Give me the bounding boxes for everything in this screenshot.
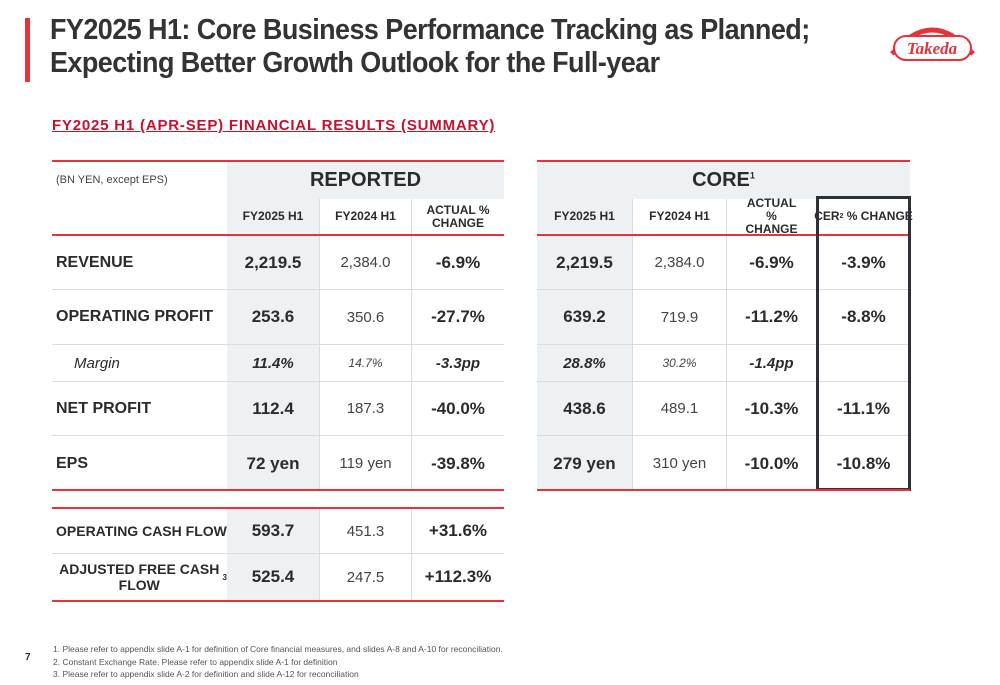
- table-row: 279 yen 310 yen -10.0% -10.8%: [537, 436, 910, 491]
- table-row: OPERATING CASH FLOW 593.7 451.3 +31.6%: [52, 509, 504, 554]
- col-fy2024: FY2024 H1: [633, 199, 727, 234]
- value-fy2024: 310 yen: [633, 436, 727, 491]
- value-fy2024: 247.5: [320, 554, 412, 600]
- value-fy2025: 72 yen: [227, 436, 320, 491]
- value-actual-change: -10.0%: [727, 436, 817, 491]
- table-row: REVENUE 2,219.5 2,384.0 -6.9%: [52, 236, 504, 290]
- row-label: REVENUE: [56, 253, 134, 271]
- value-fy2024: 30.2%: [633, 345, 727, 381]
- value-fy2025: 279 yen: [537, 436, 633, 491]
- value-fy2024: 119 yen: [320, 436, 412, 491]
- value-fy2024: 2,384.0: [633, 236, 727, 289]
- units-note: (BN YEN, except EPS): [56, 174, 168, 186]
- footnote-2: 2. Constant Exchange Rate. Please refer …: [53, 657, 338, 667]
- value-cer-change: -3.9%: [841, 252, 886, 272]
- core-table-bottom-rule: [537, 489, 910, 491]
- value-fy2025: 253.6: [227, 290, 320, 344]
- row-label: EPS: [56, 454, 89, 472]
- value-fy2024: 187.3: [320, 382, 412, 435]
- cer-highlight-box: [816, 196, 911, 491]
- value-fy2024: 489.1: [633, 382, 727, 435]
- row-label: OPERATING CASH FLOW: [52, 509, 227, 553]
- value-actual-change: -11.2%: [727, 290, 817, 344]
- value-cer-change: -10.8%: [836, 453, 891, 473]
- value-fy2024: 451.3: [320, 509, 412, 553]
- title-accent-bar: [25, 18, 30, 82]
- core-header-row: CORE1: [537, 162, 910, 199]
- reported-column-headers: FY2025 H1 FY2024 H1 ACTUAL % CHANGE: [52, 199, 504, 236]
- value-cer-change: -11.1%: [837, 398, 890, 418]
- table-row: Margin 11.4% 14.7% -3.3pp: [52, 345, 504, 382]
- cer-label: CER: [814, 209, 840, 223]
- core-title: CORE1: [692, 169, 755, 192]
- value-actual-change: +112.3%: [424, 567, 492, 586]
- row-label: NET PROFIT: [56, 399, 152, 417]
- title-line-1: FY2025 H1: Core Business Performance Tra…: [50, 14, 810, 46]
- row-label-text: ADJUSTED FREE CASH FLOW: [59, 561, 220, 593]
- value-fy2025: 28.8%: [537, 345, 633, 381]
- value-fy2025: 639.2: [537, 290, 633, 344]
- footnote-3: 3. Please refer to appendix slide A-2 fo…: [53, 669, 359, 679]
- table-row: OPERATING PROFIT 253.6 350.6 -27.7%: [52, 290, 504, 345]
- value-fy2025: 2,219.5: [537, 236, 633, 289]
- footnote-ref: 3: [222, 572, 227, 582]
- cash-flow-table: OPERATING CASH FLOW 593.7 451.3 +31.6% ADJUS…: [52, 507, 504, 602]
- page-number: 7: [25, 652, 31, 663]
- row-label: OPERATING PROFIT: [56, 308, 214, 325]
- table-row: EPS 72 yen 119 yen -39.8%: [52, 436, 504, 491]
- footnote-1: 1. Please refer to appendix slide A-1 fo…: [53, 644, 503, 654]
- table-row: ADJUSTED FREE CASH FLOW 3 525.4 247.5 +112.3…: [52, 554, 504, 600]
- value-actual-change: -1.4pp: [727, 345, 817, 381]
- page-title: FY2025 H1: Core Business Performance Tra…: [50, 14, 813, 80]
- svg-text:Takeda: Takeda: [907, 39, 958, 58]
- row-label: ADJUSTED FREE CASH FLOW 3: [52, 554, 227, 600]
- blank-header: [52, 199, 227, 234]
- col-actual-change: ACTUAL % CHANGE: [426, 202, 490, 230]
- value-actual-change: +31.6%: [428, 521, 488, 540]
- core-footnote-ref: 1: [749, 170, 755, 181]
- value-actual-change: -27.7%: [431, 307, 485, 326]
- cer-footnote-ref: 2: [839, 213, 844, 220]
- value-fy2025: 112.4: [227, 382, 320, 435]
- value-actual-change: -6.9%: [727, 236, 817, 289]
- value-fy2024: 14.7%: [320, 345, 412, 381]
- table-row: 2,219.5 2,384.0 -6.9% -3.9%: [537, 236, 910, 290]
- value-fy2025: 593.7: [227, 509, 320, 553]
- cer-suffix: % CHANGE: [843, 209, 913, 223]
- table-row: 639.2 719.9 -11.2% -8.8%: [537, 290, 910, 345]
- core-table: CORE1 FY2025 H1 FY2024 H1 ACTUAL % CHANG…: [537, 160, 913, 491]
- value-actual-change: -10.3%: [727, 382, 817, 435]
- section-subtitle: FY2025 H1 (APR-SEP) FINANCIAL RESULTS (S…: [52, 117, 496, 134]
- value-fy2024: 2,384.0: [320, 236, 412, 289]
- col-fy2024: FY2024 H1: [320, 199, 412, 234]
- value-actual-change: -39.8%: [431, 453, 485, 473]
- col-actual-change: ACTUAL % CHANGE: [727, 197, 817, 236]
- core-title-text: CORE: [692, 169, 750, 191]
- reported-title: REPORTED: [227, 162, 504, 199]
- value-cer-change: -8.8%: [841, 307, 886, 326]
- value-fy2024: 350.6: [320, 290, 412, 344]
- table-row: 28.8% 30.2% -1.4pp: [537, 345, 910, 382]
- core-column-headers: FY2025 H1 FY2024 H1 ACTUAL % CHANGE CER 2…: [537, 197, 913, 236]
- value-fy2025: 2,219.5: [227, 236, 320, 289]
- reported-table: (BN YEN, except EPS) REPORTED FY2025 H1 …: [52, 160, 504, 491]
- title-line-2: Expecting Better Growth Outlook for the …: [50, 47, 660, 79]
- col-cer-change: CER 2 % CHANGE: [814, 199, 913, 234]
- value-actual-change: -6.9%: [435, 252, 481, 272]
- value-actual-change: -40.0%: [431, 398, 485, 418]
- value-fy2024: 719.9: [633, 290, 727, 344]
- col-fy2025: FY2025 H1: [537, 199, 633, 234]
- value-fy2025: 525.4: [227, 554, 320, 600]
- reported-table-bottom-rule: [52, 489, 504, 491]
- takeda-logo: Takeda: [880, 14, 985, 69]
- value-actual-change: -3.3pp: [435, 354, 481, 372]
- col-fy2025: FY2025 H1: [227, 199, 320, 234]
- table-row: NET PROFIT 112.4 187.3 -40.0%: [52, 382, 504, 436]
- value-fy2025: 11.4%: [227, 345, 320, 381]
- table-row: 438.6 489.1 -10.3% -11.1%: [537, 382, 910, 436]
- reported-header-row: (BN YEN, except EPS) REPORTED: [52, 162, 504, 199]
- value-fy2025: 438.6: [537, 382, 633, 435]
- row-label: Margin: [74, 354, 120, 372]
- row-label-text: OPERATING CASH FLOW: [56, 523, 227, 539]
